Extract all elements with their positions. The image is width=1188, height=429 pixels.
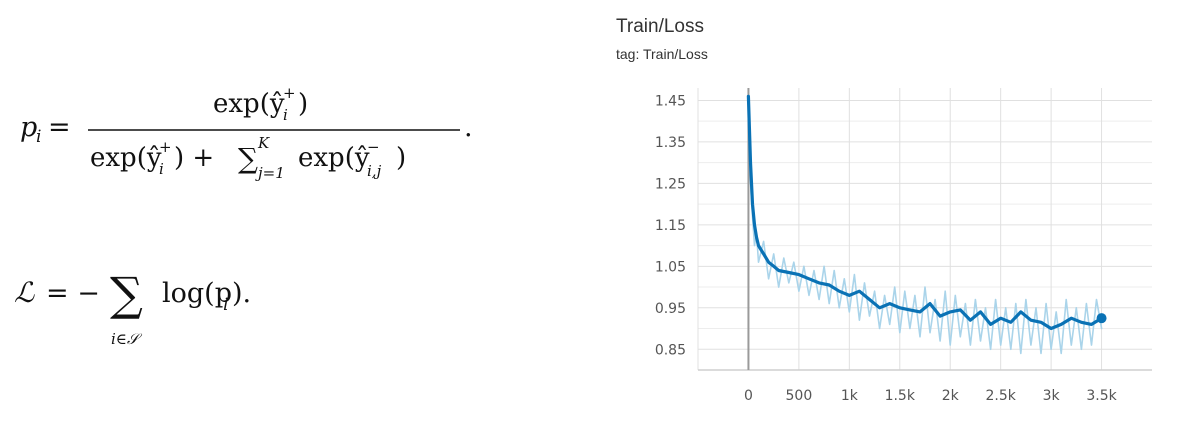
eq2-sum-symbol: ∑ <box>110 267 143 321</box>
smoothed-loss-line <box>746 94 1104 331</box>
eq1-sum-symbol: ∑ <box>238 142 258 175</box>
eq2-sum-bottom: i∈𝒮 <box>111 330 143 348</box>
eq1-numerator-sub: i <box>283 106 288 124</box>
eq1-den2-sub: i,j <box>367 162 382 180</box>
eq1-lhs: p <box>20 112 37 143</box>
eq1-numerator-sup: + <box>283 84 296 102</box>
train-loss-chart: 0.85 0.95 1.05 1.15 1.25 1.35 1.45 0 500 1k 1.5k 2k… <box>655 88 1152 404</box>
x-tick-label: 3.5k <box>1086 388 1117 404</box>
eq1-sum-bottom: j=1 <box>255 164 285 182</box>
chart-subtitle: tag: Train/Loss <box>616 46 708 62</box>
eq1-den-exp2: exp(ŷ <box>298 143 370 173</box>
eq2-term: log(p <box>162 278 232 309</box>
eq1-numerator: exp(ŷ <box>213 89 285 119</box>
eq1-den2-sup: − <box>367 138 380 156</box>
eq1-lhs-sub: i <box>36 127 41 147</box>
chart-title: Train/Loss <box>616 16 704 37</box>
series-lines <box>746 94 1107 355</box>
eq1-den-sup: + <box>159 138 172 156</box>
eq1-den-sub: i <box>159 160 164 178</box>
x-tick-label: 0 <box>744 388 753 404</box>
y-tick-label: 1.25 <box>655 176 686 192</box>
probability-formula: p i = exp(ŷ + i ) exp(ŷ + i ) + ∑ K j=1 … <box>20 84 473 182</box>
x-tick-label: 500 <box>786 388 813 404</box>
eq1-den2-close: ) <box>396 143 406 173</box>
eq2-term-sub: i <box>223 295 228 315</box>
y-tick-label: 1.15 <box>655 218 686 234</box>
y-tick-label: 0.85 <box>655 342 686 358</box>
raw-loss-line <box>747 95 1103 355</box>
tick-labels: 0.85 0.95 1.05 1.15 1.25 1.35 1.45 0 500 1k 1.5k 2k… <box>655 93 1118 404</box>
eq1-trailing-period: . <box>464 112 473 143</box>
eq2-lhs: ℒ <box>14 276 35 309</box>
endpoint-marker <box>1096 313 1107 324</box>
eq1-equals: = <box>48 112 71 143</box>
y-tick-label: 1.35 <box>655 135 686 151</box>
loss-formula: ℒ = − ∑ i∈𝒮 log(p i ). <box>14 267 251 348</box>
eq2-term-close: ). <box>232 278 251 309</box>
y-tick-label: 1.05 <box>655 259 686 275</box>
x-tick-label: 2.5k <box>985 388 1016 404</box>
y-tick-label: 1.45 <box>655 93 686 109</box>
eq1-sum-top: K <box>257 134 270 152</box>
x-tick-label: 1.5k <box>885 388 916 404</box>
eq2-equals: = − <box>46 278 100 309</box>
x-tick-label: 2k <box>942 388 960 404</box>
eq1-den-plus: ) + <box>174 143 214 173</box>
y-tick-label: 0.95 <box>655 301 686 317</box>
eq1-den-exp: exp(ŷ <box>90 143 162 173</box>
x-tick-label: 1k <box>841 388 859 404</box>
x-tick-label: 3k <box>1043 388 1061 404</box>
eq1-numerator-close: ) <box>298 89 308 119</box>
